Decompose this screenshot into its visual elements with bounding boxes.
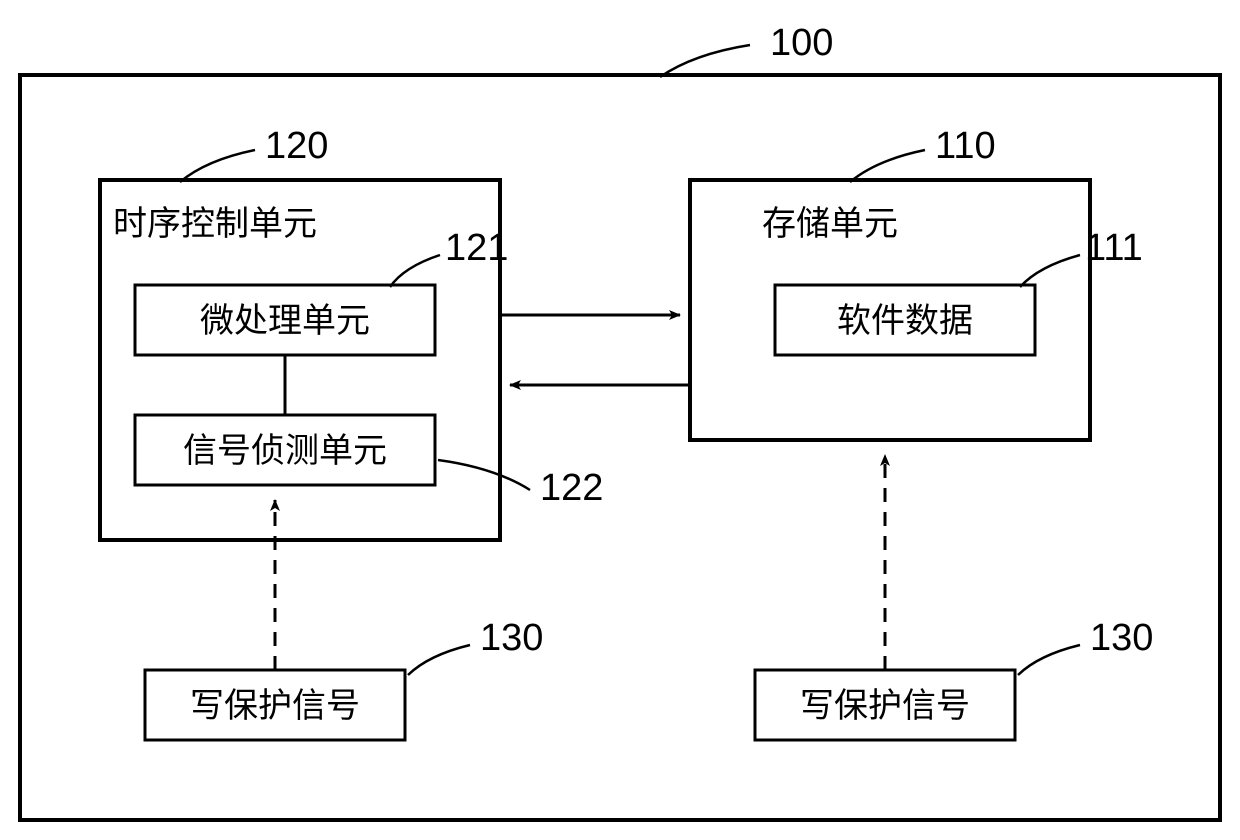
- signal_detection_unit-label: 信号侦测单元: [183, 432, 387, 470]
- ref-label-100: 100: [770, 22, 833, 64]
- ref-leader-130R: [1018, 645, 1080, 675]
- ref-leader-100: [660, 45, 750, 77]
- ref-label-122: 122: [540, 467, 603, 509]
- write_protect_right-label: 写保护信号: [800, 687, 970, 725]
- write_protect_left-label: 写保护信号: [190, 687, 360, 725]
- ref-leader-130L: [408, 645, 470, 675]
- ref-leader-111: [1020, 255, 1080, 287]
- micro_processing_unit-label: 微处理单元: [200, 302, 370, 340]
- storage_unit-title: 存储单元: [762, 205, 898, 243]
- ref-label-121: 121: [445, 227, 508, 269]
- ref-label-111: 111: [1085, 227, 1143, 269]
- ref-label-130L: 130: [480, 617, 543, 659]
- ref-leader-121: [390, 255, 440, 287]
- ref-leader-110: [850, 150, 925, 182]
- diagram: 时序控制单元 存储单元微处理单元信号侦测单元 软件数据写保护信号 写保护信号 100 11…: [0, 0, 1240, 840]
- ref-label-130R: 130: [1090, 617, 1153, 659]
- ref-label-120: 120: [265, 125, 328, 167]
- ref-label-110: 110: [935, 125, 996, 167]
- ref-leader-122: [438, 460, 530, 490]
- software_data-label: 软件数据: [837, 302, 973, 340]
- ref-leader-120: [180, 150, 255, 182]
- timing_control_unit-title: 时序控制单元: [113, 205, 317, 243]
